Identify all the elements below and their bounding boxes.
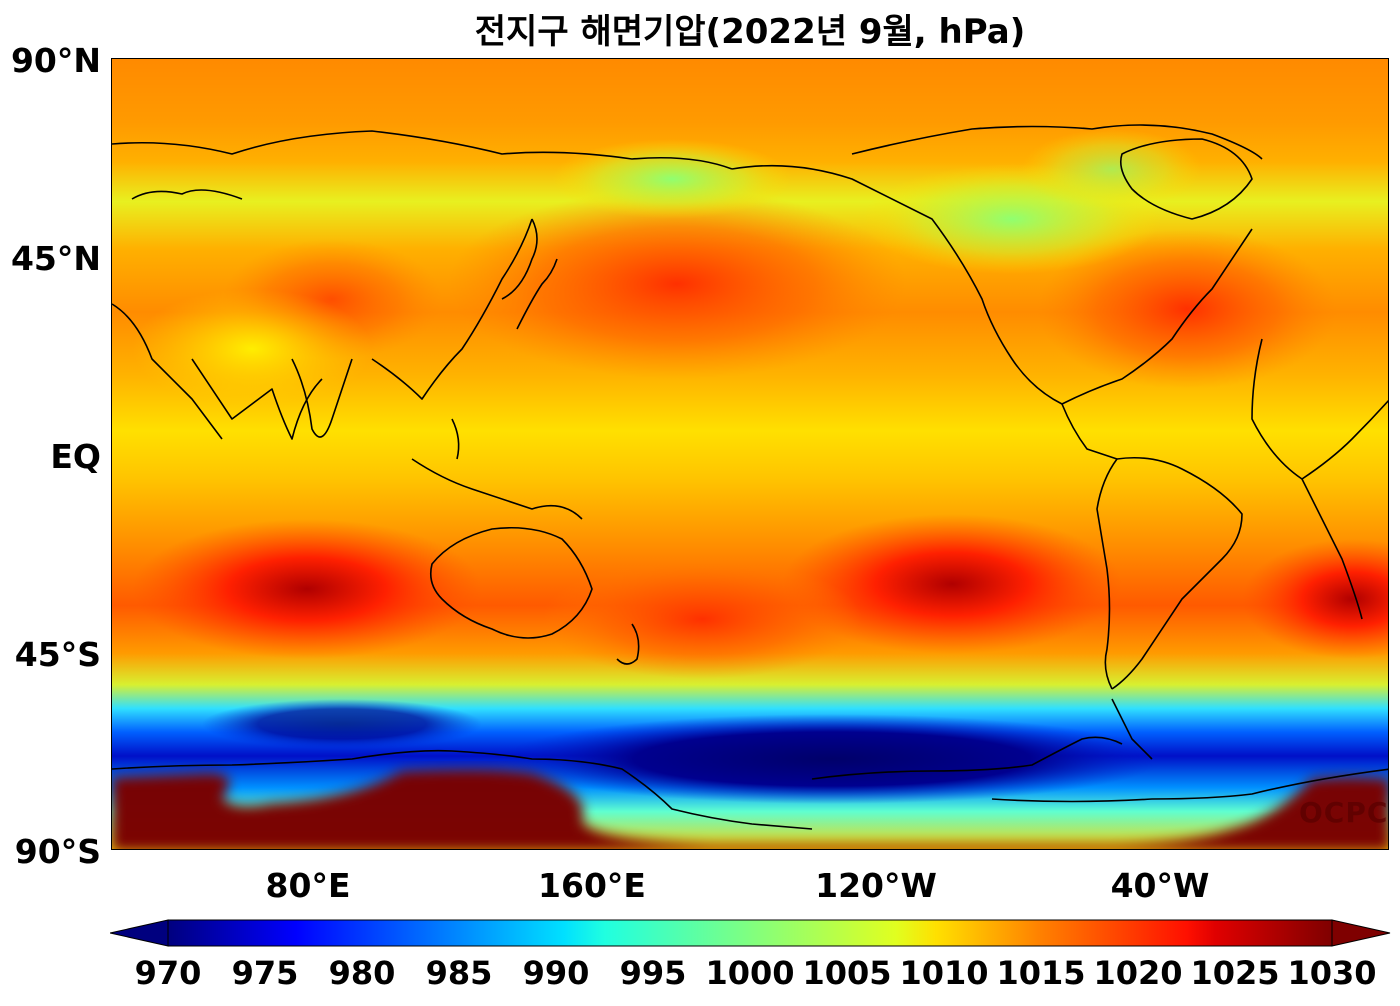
colorbar-tick: 995 xyxy=(619,954,687,992)
x-tick-80e: 80°E xyxy=(265,866,351,905)
colorbar-tick: 970 xyxy=(134,954,202,992)
colorbar-tick: 1000 xyxy=(705,954,795,992)
y-tick-90n: 90°N xyxy=(10,41,101,80)
colorbar-tick: 980 xyxy=(328,954,396,992)
colorbar-tick: 1005 xyxy=(802,954,892,992)
colorbar-max-extend xyxy=(1331,919,1391,947)
colorbar-tick: 975 xyxy=(231,954,299,992)
pressure-map: OCPC xyxy=(111,58,1389,850)
colorbar-tick: 990 xyxy=(522,954,590,992)
y-tick-45n: 45°N xyxy=(10,239,101,278)
colorbar-min-extend xyxy=(110,919,169,947)
colorbar xyxy=(110,919,1391,947)
colorbar-tick: 1020 xyxy=(1093,954,1183,992)
colorbar-tick: 985 xyxy=(425,954,493,992)
y-tick-45s: 45°S xyxy=(14,635,101,674)
y-tick-90s: 90°S xyxy=(14,832,101,871)
ocpc-watermark: OCPC xyxy=(1299,796,1389,829)
x-tick-160e: 160°E xyxy=(538,866,646,905)
map-title: 전지구 해면기압(2022년 9월, hPa) xyxy=(474,12,1026,52)
colorbar-tick: 1010 xyxy=(899,954,989,992)
colorbar-tick: 1025 xyxy=(1190,954,1280,992)
colorbar-tick: 1015 xyxy=(996,954,1086,992)
coastlines xyxy=(112,124,1388,830)
colorbar-scale xyxy=(167,919,1333,947)
x-tick-40w: 40°W xyxy=(1110,866,1210,905)
colorbar-tick: 1030 xyxy=(1287,954,1377,992)
pressure-field xyxy=(112,59,1388,849)
x-tick-120w: 120°W xyxy=(815,866,937,905)
y-tick-eq: EQ xyxy=(50,437,101,476)
